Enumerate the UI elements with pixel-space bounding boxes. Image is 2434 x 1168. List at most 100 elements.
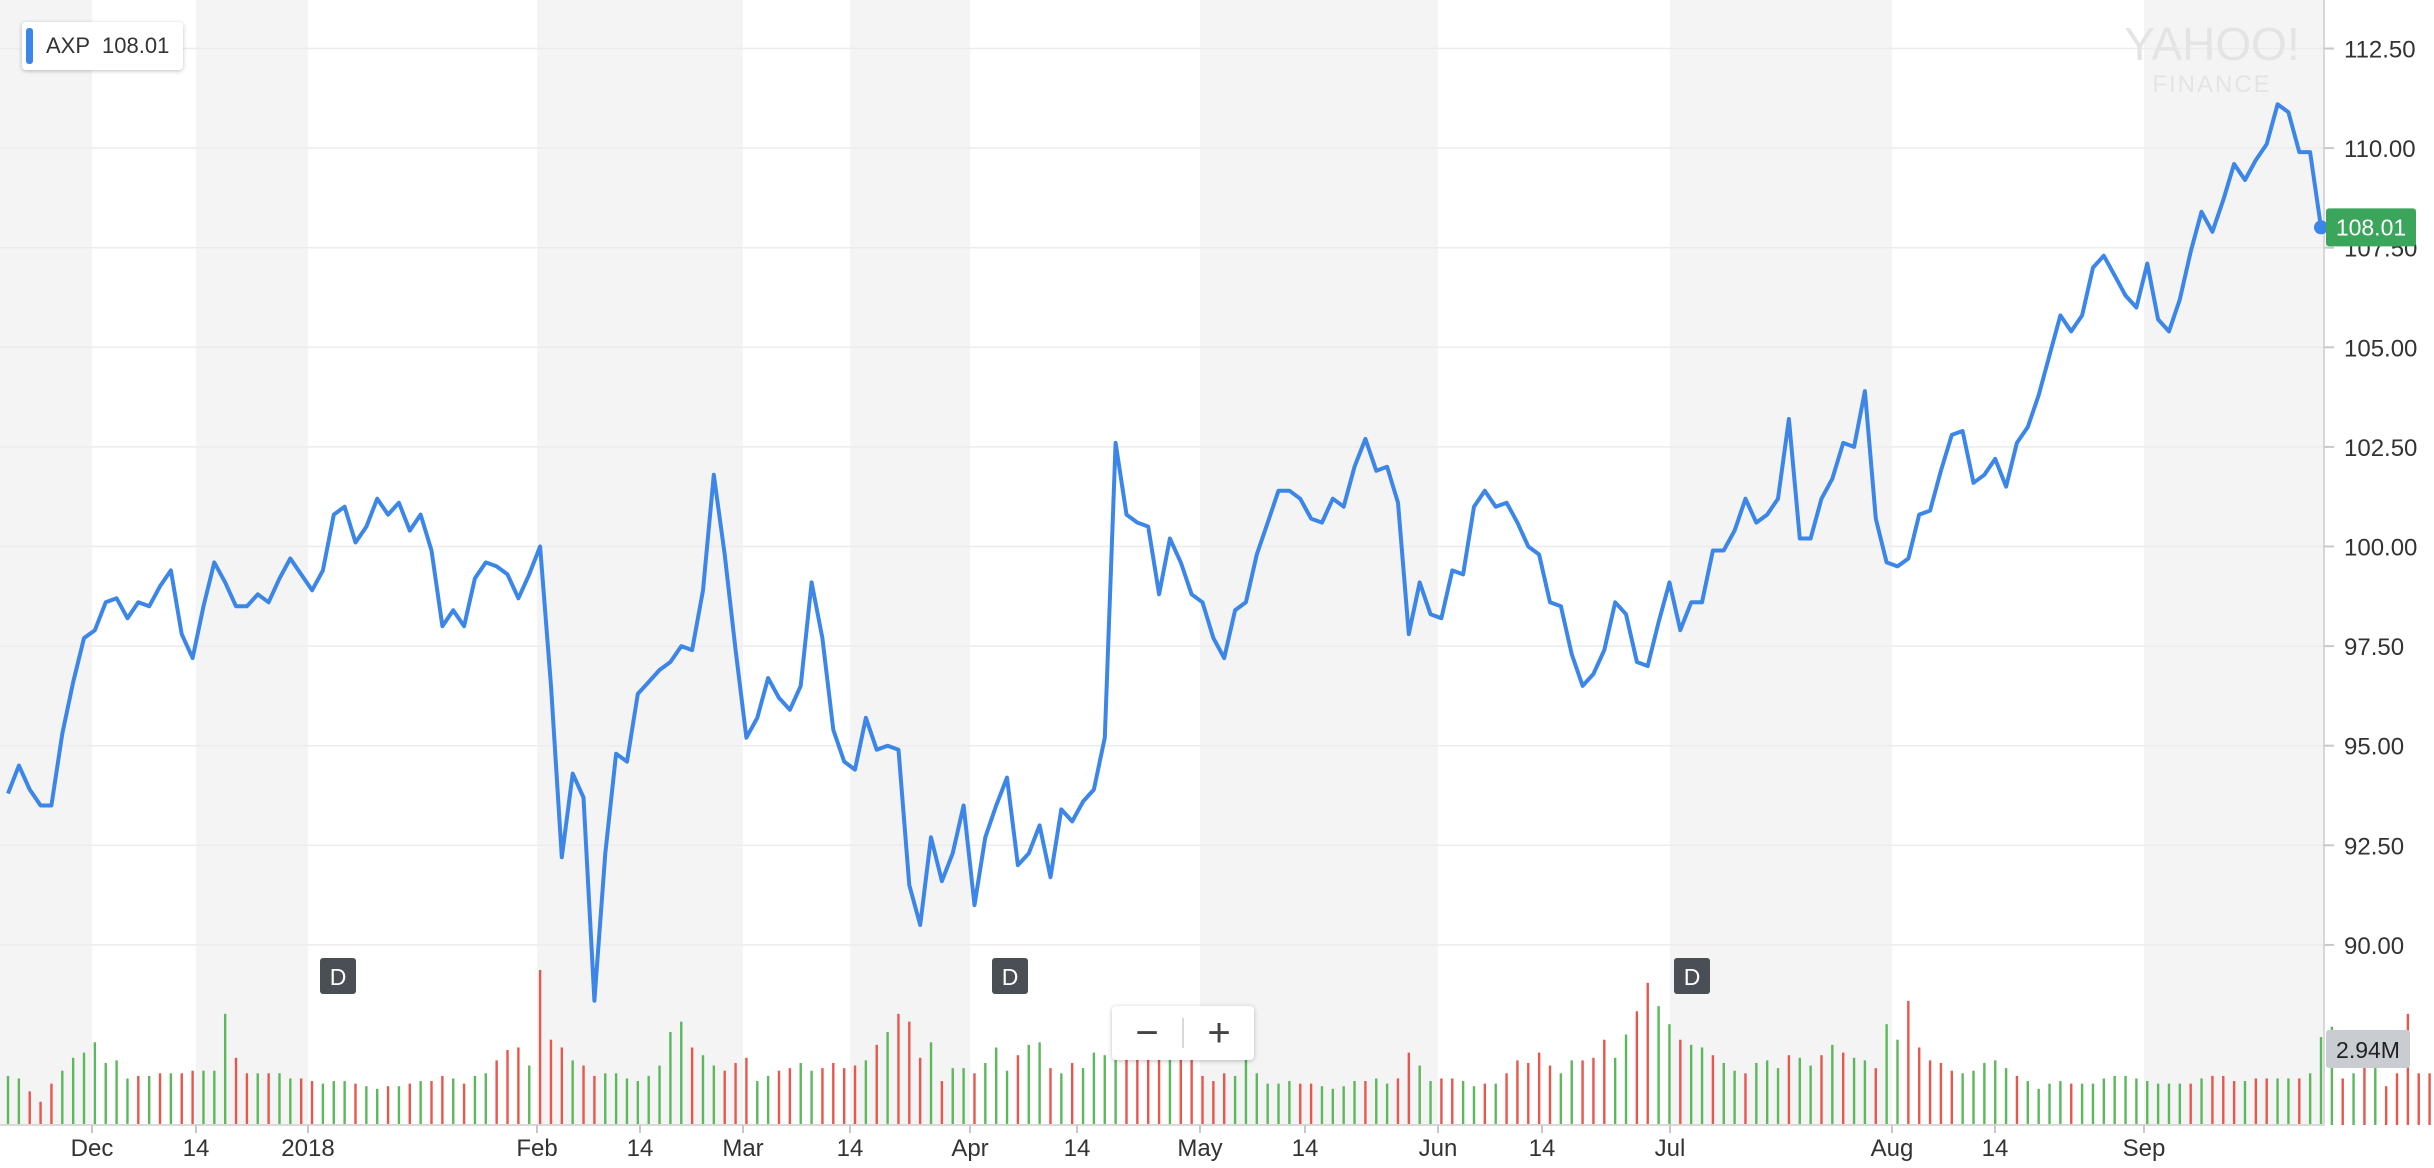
volume-bar [1907,1000,1910,1125]
month-band [537,0,743,1125]
volume-bar [39,1101,42,1125]
volume-bar [1624,1034,1628,1125]
volume-bar [1005,1070,1009,1125]
volume-bar [2080,1083,2084,1125]
month-band [0,0,92,1125]
x-tick-label: Aug [1871,1135,1914,1162]
volume-bar [1527,1062,1530,1125]
volume-bar [1081,1068,1085,1125]
volume-bar [1983,1062,1986,1125]
volume-bar [1451,1078,1454,1125]
volume-bar [1266,1083,1269,1125]
legend-symbol: AXP [46,33,91,58]
volume-bar [2319,1037,2323,1125]
volume-bar [690,1047,694,1125]
volume-bar [1820,1055,1823,1125]
last-price-dot [2314,220,2328,235]
volume-bar [158,1073,162,1125]
dividend-marker-label: D [1002,964,1019,990]
volume-bar [1733,1070,1736,1125]
dividend-marker[interactable]: D [1674,958,1710,994]
volume-bar [1288,1081,1291,1125]
month-bands [0,0,2324,1125]
volume-bar [1885,1024,1888,1125]
volume-bar [1190,1057,1193,1125]
volume-bar [1831,1044,1834,1125]
x-tick-label: 14 [837,1135,864,1162]
x-tick-label: Sep [2123,1135,2166,1162]
volume-bar [484,1073,488,1125]
volume-bar [1375,1078,1378,1125]
volume-bar [517,1047,520,1125]
volume-bar [2265,1078,2268,1125]
volume-bar [126,1078,129,1125]
volume-bar [853,1065,857,1125]
current-price-label: 108.01 [2336,214,2406,240]
y-tick-label: 90.00 [2344,933,2404,960]
volume-bar [1233,1075,1237,1125]
volume-bar [604,1073,607,1125]
y-tick-label: 97.50 [2344,634,2404,661]
y-tick-label: 92.50 [2344,833,2404,860]
x-tick-label: Mar [722,1135,763,1162]
volume-bar [1027,1044,1030,1125]
volume-bar [2254,1078,2258,1125]
volume-bar [321,1083,325,1125]
volume-bar [528,1065,531,1125]
volume-bar [1950,1070,1953,1125]
zoom-out-button[interactable]: − [1135,1010,1159,1055]
x-tick-label: Dec [71,1135,114,1162]
volume-bar [115,1060,118,1125]
volume-bar [1744,1073,1747,1125]
volume-bar [1994,1060,1997,1125]
volume-bar [777,1070,781,1125]
dividend-marker[interactable]: D [992,958,1028,994]
volume-bar [842,1068,846,1125]
volume-bar [1668,1024,1671,1125]
volume-bar [1928,1060,1932,1125]
volume-bar [788,1068,792,1125]
volume-bar [1700,1047,1704,1125]
volume-bar [2395,1073,2399,1125]
volume-bar [2070,1083,2073,1125]
dividend-marker[interactable]: D [320,958,356,994]
volume-bar [734,1062,737,1125]
volume-bar [1722,1062,1725,1125]
volume-bar [1309,1083,1313,1125]
volume-bar [647,1075,650,1125]
x-tick-label: Jun [1419,1135,1458,1162]
volume-bar [82,1052,86,1125]
volume-bar [2048,1083,2051,1125]
volume-bar [701,1055,705,1125]
zoom-in-button[interactable]: + [1207,1010,1231,1055]
volume-bar [1570,1060,1573,1125]
volume-bar [1342,1086,1345,1125]
y-tick-label: 95.00 [2344,734,2404,761]
volume-bar [2276,1078,2279,1125]
volume-bar [1613,1057,1617,1125]
volume-bar [2135,1078,2138,1125]
volume-bar [1537,1052,1541,1125]
volume-bar [386,1086,390,1125]
volume-bar [234,1057,238,1125]
legend-box[interactable]: AXP 108.01 [22,22,184,70]
volume-bar [1939,1062,1943,1125]
x-tick-label: 2018 [281,1135,334,1162]
volume-bar [1483,1083,1487,1125]
volume-bar [2059,1081,2062,1125]
volume-bar [821,1068,824,1125]
volume-bar [245,1073,249,1125]
volume-bar [299,1078,303,1125]
volume-bar [278,1073,281,1125]
volume-bar [2124,1075,2127,1125]
month-band [850,0,970,1125]
volume-bar [810,1070,813,1125]
volume-bar [1125,1037,1128,1125]
watermark-line2: FINANCE [2152,71,2271,98]
volume-bar [1168,1050,1172,1125]
volume-bar [202,1070,205,1125]
volume-bar [506,1050,509,1125]
price-series-line [6,102,2323,1003]
